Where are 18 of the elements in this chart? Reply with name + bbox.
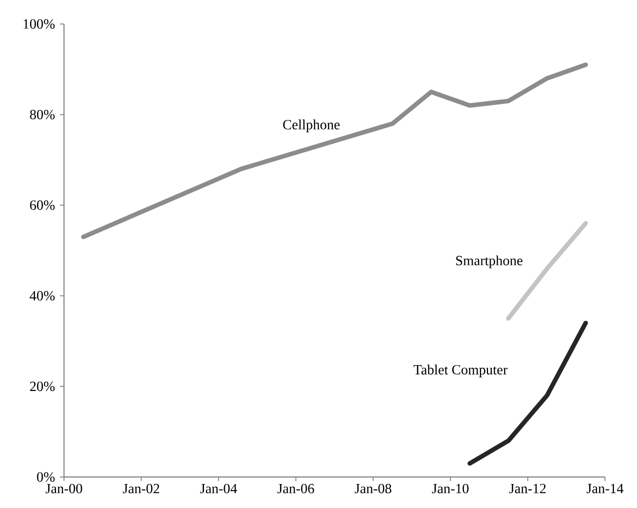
y-tick-label: 20% bbox=[30, 382, 55, 392]
text: Tablet Computer bbox=[414, 364, 508, 378]
y-tick-label: 0% bbox=[37, 472, 55, 482]
y-tick-label: 100% bbox=[24, 19, 55, 29]
series-label: Cellphone bbox=[283, 120, 340, 132]
x-tick-label: Jan-00 bbox=[46, 484, 82, 494]
x-tick-label: Jan-02 bbox=[122, 484, 160, 494]
x-tick-label: Jan-08 bbox=[354, 484, 392, 494]
y-tick-label: 80% bbox=[30, 110, 55, 120]
series-label: Smartphone bbox=[456, 255, 522, 268]
y-tick-label: 40% bbox=[30, 291, 55, 301]
x-tick-label: Jan-14 bbox=[586, 484, 624, 494]
y-tick-label: 60% bbox=[30, 200, 55, 210]
x-tick-label: Jan-10 bbox=[432, 484, 469, 494]
line-series bbox=[81, 62, 588, 240]
x-tick-label: Jan-06 bbox=[278, 484, 314, 494]
x-tick-label: Jan-04 bbox=[200, 484, 238, 494]
x-tick-label: Jan-12 bbox=[509, 484, 546, 494]
